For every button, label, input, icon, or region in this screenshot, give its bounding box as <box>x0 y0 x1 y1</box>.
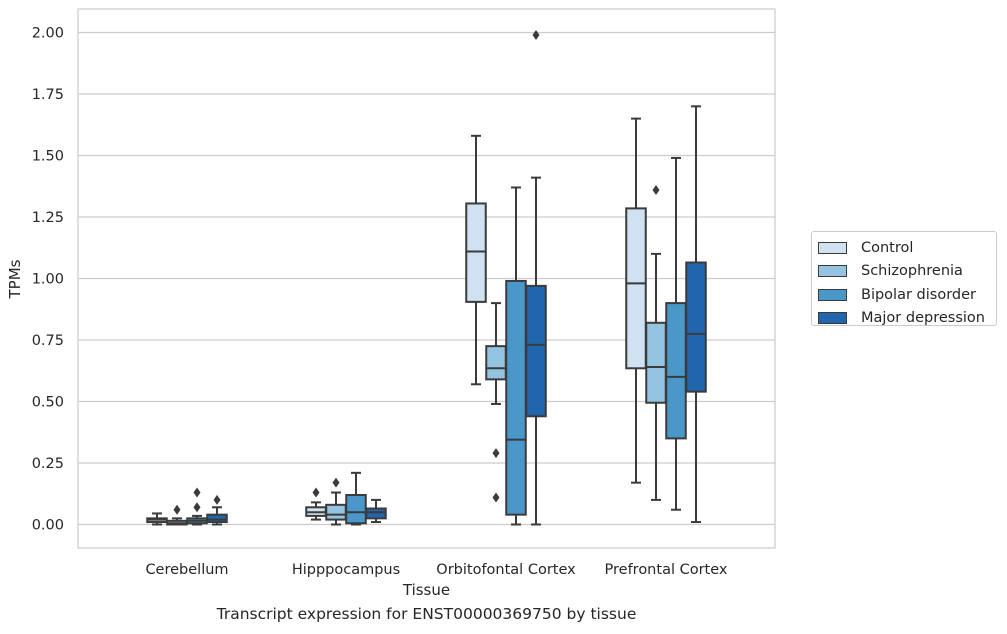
y-tick-label: 0.25 <box>32 456 64 472</box>
box <box>505 279 527 516</box>
box <box>645 321 667 404</box>
y-tick-label: 1.75 <box>32 87 64 103</box>
legend-item: Bipolar disorder <box>818 283 988 307</box>
box-0-0 <box>146 512 168 526</box>
outlier-point <box>213 494 221 505</box>
outlier-point <box>173 504 181 515</box>
box-2-3 <box>525 29 547 526</box>
x-tick-label: Hipppocampus <box>292 562 400 578</box>
outlier-point <box>652 184 660 195</box>
y-axis-label: TPMs <box>6 259 24 299</box>
legend-swatch <box>818 288 847 301</box>
legend-label: Schizophrenia <box>861 263 963 280</box>
outlier-point <box>492 448 500 459</box>
outlier-point <box>193 487 201 498</box>
x-tick-label: Prefrontal Cortex <box>605 562 728 578</box>
box-2-2 <box>505 186 527 526</box>
box <box>345 493 367 525</box>
plot-frame <box>77 8 776 549</box>
box-3-2 <box>665 156 687 511</box>
legend-swatch <box>818 312 847 325</box>
box-2-0 <box>465 134 487 386</box>
legend-swatch <box>818 265 847 278</box>
box <box>685 261 707 393</box>
box <box>325 503 347 521</box>
box-1-3 <box>365 498 387 524</box>
box <box>485 345 507 381</box>
outlier-point <box>312 487 320 498</box>
legend-item: Schizophrenia <box>818 260 988 284</box>
box-3-3 <box>685 105 707 524</box>
x-axis-ticks: Cerebellum Hipppocampus Orbitofontal Corte… <box>145 562 727 578</box>
legend-label: Control <box>861 239 914 256</box>
box <box>525 284 547 418</box>
legend-swatch <box>818 241 847 254</box>
box <box>206 513 228 524</box>
legend-label: Major depression <box>861 310 985 327</box>
y-tick-label: 1.50 <box>32 149 64 165</box>
y-tick-label: 0.50 <box>32 395 64 411</box>
y-tick-label: 2.00 <box>32 26 64 42</box>
outlier-point <box>193 502 201 513</box>
legend: Control Schizophrenia Bipolar disorder Majo… <box>811 231 997 326</box>
box-3-0 <box>625 117 647 484</box>
x-axis-label: Tissue <box>402 581 450 599</box>
legend-item: Control <box>818 236 988 260</box>
box <box>465 202 487 303</box>
box-2-1 <box>485 302 507 503</box>
figure-caption: Transcript expression for ENST0000036975… <box>216 605 637 623</box>
box-0-3 <box>206 494 228 526</box>
y-axis-ticks: 0.00 0.25 0.50 0.75 1.00 1.25 1.50 1.75 2.00 <box>32 26 64 534</box>
box <box>625 207 647 370</box>
box <box>365 507 387 520</box>
x-tick-label: Cerebellum <box>145 562 228 578</box>
outlier-point <box>532 29 540 40</box>
box <box>665 302 687 440</box>
legend-item: Major depression <box>818 307 988 331</box>
box-0-1 <box>166 504 188 526</box>
y-tick-label: 0.75 <box>32 333 64 349</box>
x-tick-label: Orbitofontal Cortex <box>436 562 576 578</box>
legend-label: Bipolar disorder <box>861 286 976 303</box>
box-groups <box>146 29 707 526</box>
outlier-point <box>332 477 340 488</box>
y-tick-label: 1.00 <box>32 272 64 288</box>
y-tick-label: 1.25 <box>32 210 64 226</box>
outlier-point <box>492 492 500 503</box>
box-1-2 <box>345 471 367 526</box>
y-tick-label: 0.00 <box>32 518 64 534</box>
